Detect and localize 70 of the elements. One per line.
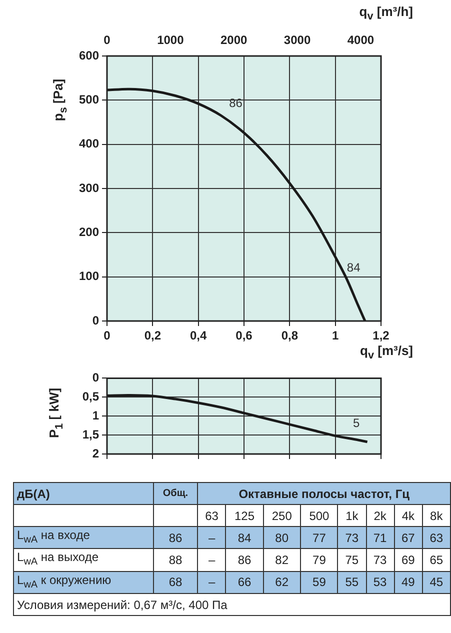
x2-tick-label: 1000 bbox=[157, 33, 184, 48]
annotation: 5 bbox=[352, 416, 360, 430]
text: 88 bbox=[168, 553, 182, 568]
category-label: L$_{wA}$ на выходе bbox=[17, 550, 99, 568]
category-label: 8k bbox=[422, 504, 450, 526]
y-tick-label: 1 bbox=[92, 408, 100, 422]
y-tick-label: 100 bbox=[78, 269, 100, 284]
x-tick-label: 0,2 bbox=[144, 328, 162, 343]
x-tick-label: 0,6 bbox=[236, 328, 253, 343]
text: – bbox=[208, 530, 216, 545]
text: – bbox=[208, 553, 216, 568]
text: 71 bbox=[373, 530, 387, 545]
x2-tick-label: 2000 bbox=[220, 33, 248, 48]
text: 63 bbox=[430, 530, 444, 545]
y-tick-label: 400 bbox=[78, 136, 100, 151]
text: 82 bbox=[275, 553, 289, 568]
text: 62 bbox=[275, 575, 289, 590]
annotation: 84 bbox=[346, 260, 361, 274]
x2-tick-label: 4000 bbox=[347, 33, 374, 48]
category-label: L$_{wA}$ на входе bbox=[17, 528, 90, 546]
text: 77 bbox=[312, 530, 326, 545]
text: 73 bbox=[345, 530, 359, 545]
text: 80 bbox=[275, 530, 289, 545]
category-label: 4k bbox=[394, 504, 422, 526]
text: 65 bbox=[430, 553, 444, 568]
y-tick-label: 0 bbox=[92, 370, 100, 385]
text: 73 bbox=[373, 553, 387, 568]
text: 86 bbox=[238, 553, 252, 568]
y-tick-label: 300 bbox=[78, 180, 100, 195]
category-label: 2k bbox=[366, 504, 394, 526]
x-tick-label: 0,8 bbox=[281, 328, 298, 343]
text: 66 bbox=[238, 575, 252, 590]
text: 59 bbox=[312, 575, 326, 590]
text: – bbox=[208, 575, 216, 590]
text: 75 bbox=[345, 553, 359, 568]
y-tick-label: 200 bbox=[78, 224, 100, 239]
y-tick-label: 0,5 bbox=[82, 389, 100, 404]
y-tick-label: 1,5 bbox=[82, 427, 100, 442]
category-label: Общ. bbox=[153, 482, 198, 504]
x-tick-label: 1,2 bbox=[372, 328, 390, 343]
x2-tick-label: 3000 bbox=[284, 33, 311, 48]
text: 86 bbox=[168, 530, 182, 545]
category-label: L$_{wA}$ к окружению bbox=[17, 572, 112, 590]
text: 69 bbox=[402, 553, 415, 568]
text: 79 bbox=[312, 553, 326, 568]
text: 45 bbox=[430, 575, 444, 590]
category-label: 125 bbox=[226, 504, 264, 526]
x2-axis-title: q$_{v}$ [m³/h] bbox=[359, 4, 413, 23]
y-tick-label: 0 bbox=[92, 313, 100, 328]
text: Октавные полосы частот, Гц bbox=[198, 482, 450, 504]
text: 84 bbox=[238, 530, 252, 545]
y-tick-label: 600 bbox=[78, 48, 100, 62]
y-tick-label: 2 bbox=[92, 446, 100, 460]
text: 49 bbox=[402, 575, 415, 590]
y-tick-label: 500 bbox=[78, 92, 100, 106]
text: 53 bbox=[373, 575, 387, 590]
category-label: 63 bbox=[198, 504, 226, 526]
category-label: 1k bbox=[338, 504, 366, 526]
x-tick-label: 1 bbox=[332, 328, 339, 343]
x-tick-label: 0 bbox=[104, 328, 111, 343]
text: 55 bbox=[345, 575, 359, 590]
text: 67 bbox=[402, 530, 415, 545]
text: Условия измерений: 0,67 м³/с, 400 Па bbox=[14, 594, 450, 616]
text: дБ(А) bbox=[14, 482, 154, 504]
x-tick-label: 0,4 bbox=[190, 328, 207, 343]
category-label: 500 bbox=[300, 504, 338, 526]
x-axis-title: q$_{v}$ [m³/s] bbox=[360, 343, 413, 362]
text: 68 bbox=[168, 575, 182, 590]
x2-tick-label: 0 bbox=[104, 33, 111, 48]
category-label: 250 bbox=[263, 504, 301, 526]
